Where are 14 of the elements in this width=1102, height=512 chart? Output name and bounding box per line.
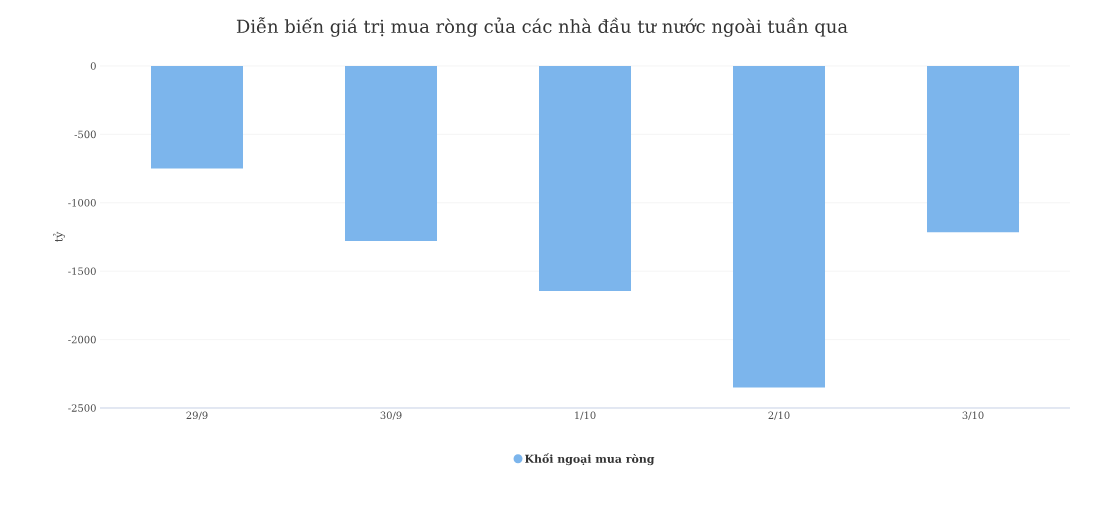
y-tick-label: -1500 [68, 267, 96, 275]
x-tick-label: 29/9 [186, 411, 208, 420]
y-tick-label: -2000 [68, 335, 96, 344]
x-tick-label: 1/10 [575, 411, 596, 420]
y-tick-label: -2500 [68, 404, 96, 412]
y-axis-title: tỷ [53, 231, 65, 242]
y-tick-label: -500 [74, 130, 96, 139]
y-tick-label: 0 [90, 62, 96, 70]
x-tick-label: 2/10 [768, 411, 790, 420]
x-tick-label: 3/10 [962, 411, 984, 420]
chart-title: Diễn biến giá trị mua ròng của các nhà đầu tư nước ngoài tuần qua [236, 17, 848, 37]
x-tick-label: 30/9 [380, 411, 402, 420]
y-tick-label: -1000 [68, 199, 96, 207]
legend-label: Khối ngoại mua ròng [525, 453, 655, 466]
